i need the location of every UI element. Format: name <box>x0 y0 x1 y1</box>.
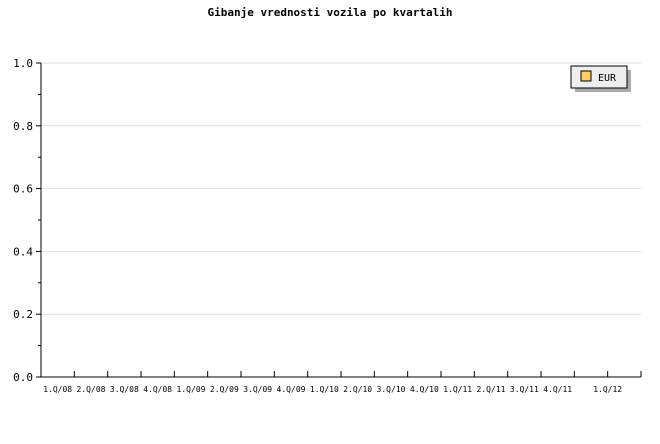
y-tick-label: 0.4 <box>13 245 33 258</box>
y-tick-label: 0.6 <box>13 183 33 196</box>
y-tick-label: 1.0 <box>13 57 33 70</box>
legend-label: EUR <box>598 73 617 84</box>
x-tick-label: 4.Q/11 <box>543 385 572 394</box>
x-tick-label: 1.Q/10 <box>310 385 339 394</box>
x-tick-label: 2.Q/09 <box>210 385 239 394</box>
y-tick-label: 0.2 <box>13 308 33 321</box>
y-tick-label: 0.0 <box>13 371 33 384</box>
x-tick-label: 3.Q/11 <box>510 385 539 394</box>
x-tick-label: 3.Q/08 <box>110 385 139 394</box>
x-tick-label: 4.Q/09 <box>277 385 306 394</box>
x-tick-label: 3.Q/10 <box>377 385 406 394</box>
x-tick-label: 2.Q/10 <box>343 385 372 394</box>
x-tick-label: 1.Q/11 <box>443 385 472 394</box>
x-tick-label: 2.Q/11 <box>477 385 506 394</box>
legend: EUR <box>570 65 631 92</box>
chart-title: Gibanje vrednosti vozila po kvartalih <box>207 6 452 19</box>
x-tick-label: 2.Q/08 <box>77 385 106 394</box>
x-tick-label: 4.Q/10 <box>410 385 439 394</box>
y-tick-label: 0.8 <box>13 120 33 133</box>
legend-swatch <box>580 70 592 82</box>
x-tick-label: 1.Q/08 <box>43 385 72 394</box>
x-tick-label: 3.Q/09 <box>243 385 272 394</box>
x-tick-label: 4.Q/08 <box>143 385 172 394</box>
x-tick-label: 1.Q/09 <box>177 385 206 394</box>
x-tick-label: 1.Q/12 <box>593 385 622 394</box>
